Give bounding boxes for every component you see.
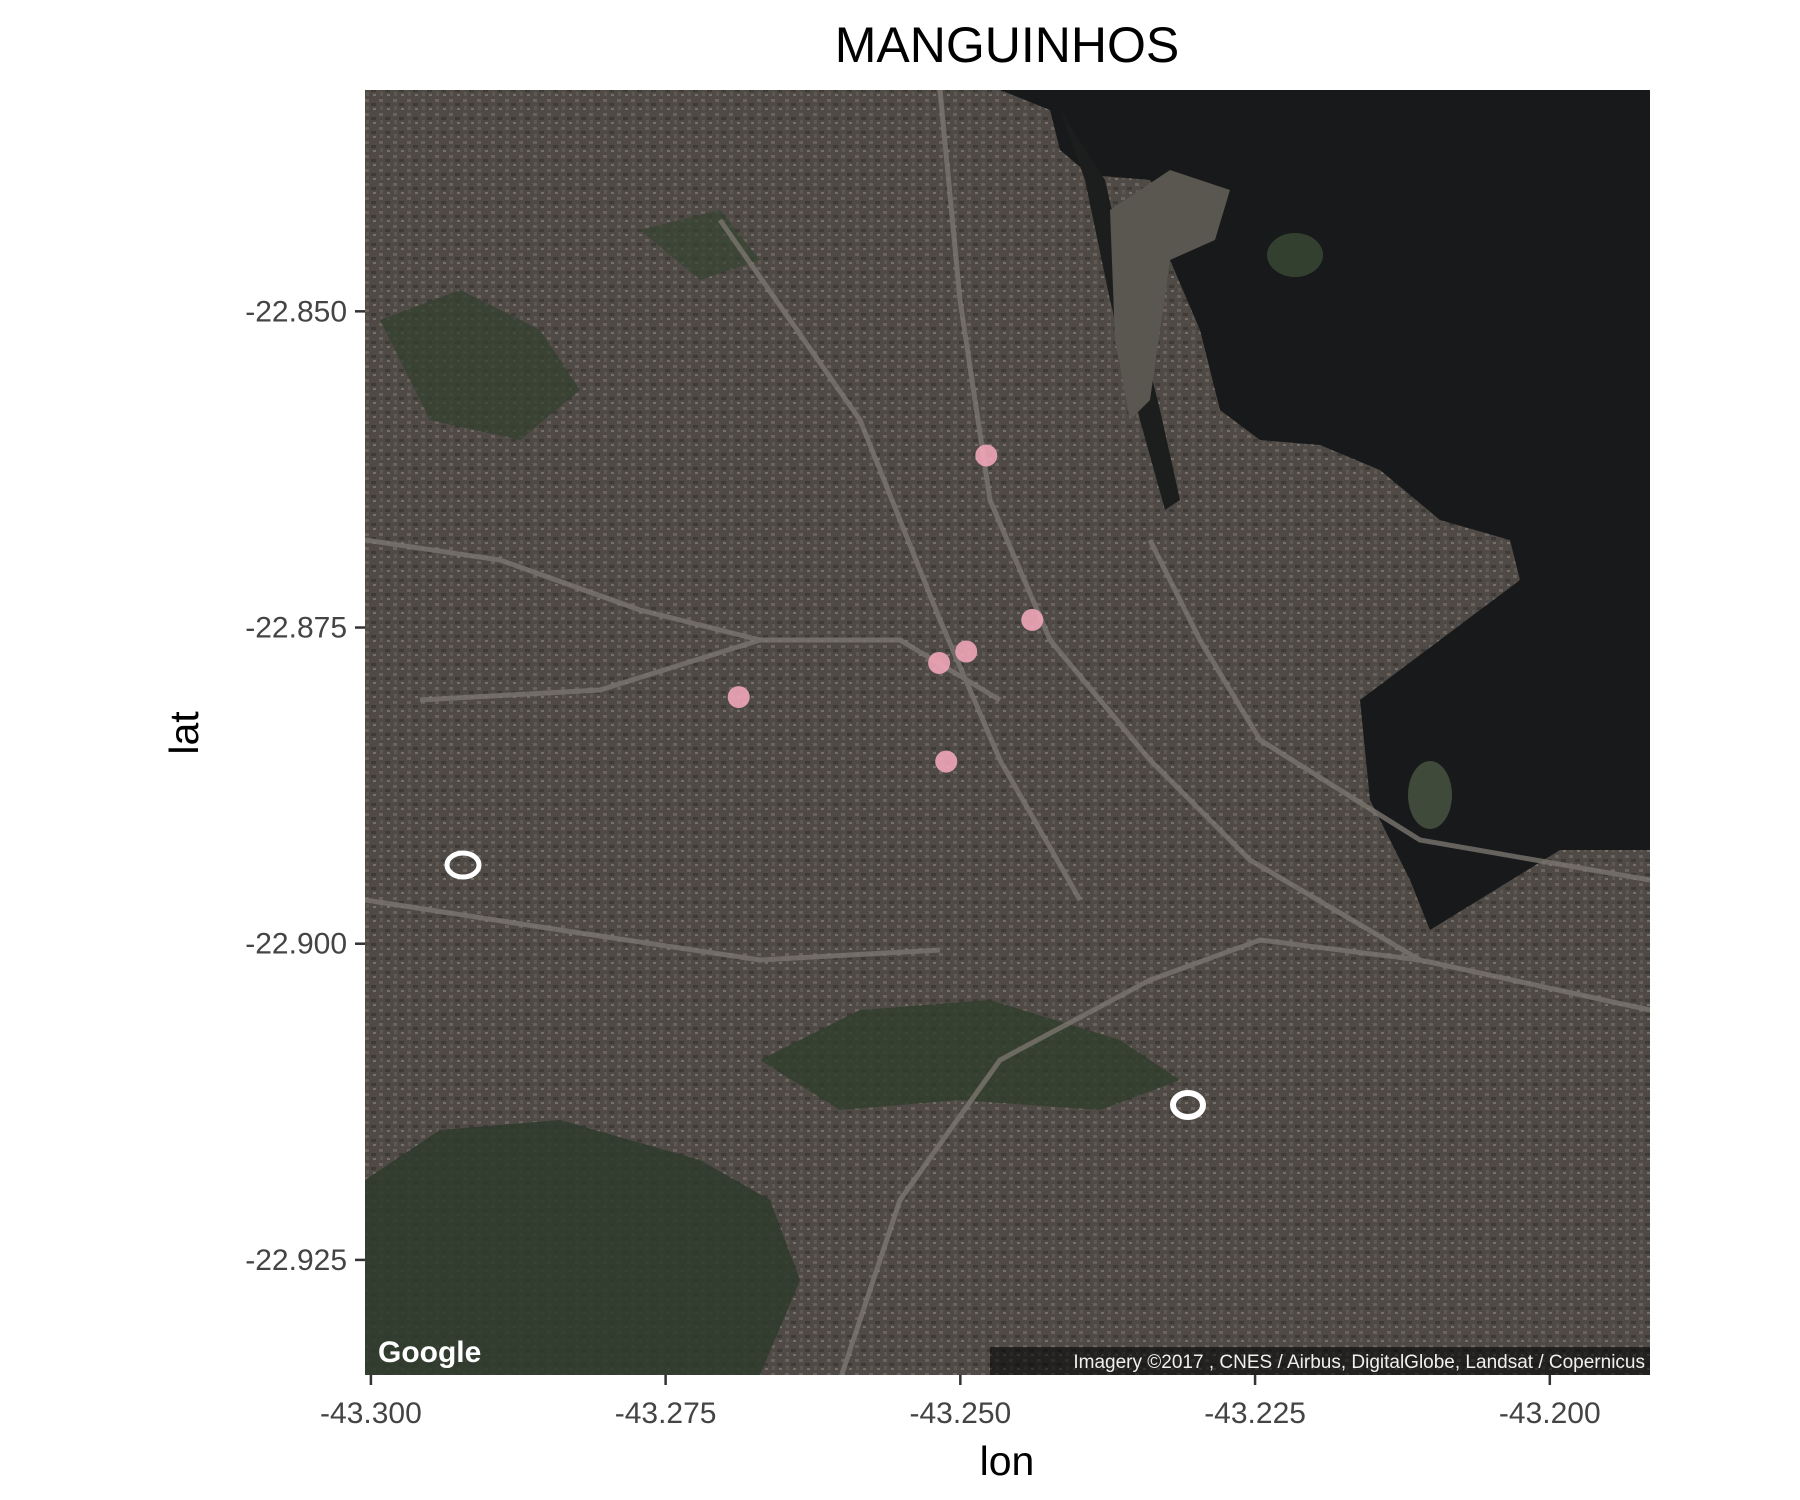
bay-water <box>1000 90 1650 930</box>
x-tick-label: -43.200 <box>1499 1397 1601 1430</box>
stadium-2 <box>1170 1090 1206 1120</box>
forest-hill <box>365 1120 800 1375</box>
y-tick-label: -22.925 <box>245 1244 347 1277</box>
peninsula <box>1110 170 1230 420</box>
svg-text:Imagery ©2017 , CNES / Airbus,: Imagery ©2017 , CNES / Airbus, DigitalGl… <box>1073 1352 1645 1373</box>
satellite-basemap <box>365 90 1650 1375</box>
forest-hill-4 <box>640 210 760 280</box>
road-network <box>365 90 1650 1375</box>
data-point <box>928 651 951 674</box>
svg-text:Google: Google <box>378 1336 481 1369</box>
x-tick-label: -43.275 <box>615 1397 717 1430</box>
data-point <box>955 640 978 663</box>
stadium-1 <box>444 850 482 880</box>
plot-title: MANGUINHOS <box>835 17 1179 73</box>
forest-hill-3 <box>380 290 580 440</box>
x-axis: -43.300 -43.275 -43.250 -43.225 -43.200 <box>320 1375 1601 1430</box>
google-logo: Google <box>378 1336 481 1369</box>
small-island-2 <box>1267 233 1323 277</box>
x-axis-title: lon <box>980 1438 1035 1484</box>
x-tick-label: -43.300 <box>320 1397 422 1430</box>
data-point <box>1021 608 1044 631</box>
data-point <box>935 750 958 773</box>
small-island <box>1408 761 1452 829</box>
y-tick-label: -22.850 <box>245 295 347 328</box>
x-tick-label: -43.225 <box>1204 1397 1306 1430</box>
y-axis: -22.850 -22.875 -22.900 -22.925 <box>245 295 365 1277</box>
y-tick-label: -22.875 <box>245 612 347 645</box>
y-axis-title: lat <box>161 711 207 755</box>
y-tick-label: -22.900 <box>245 928 347 961</box>
x-tick-label: -43.250 <box>909 1397 1011 1430</box>
attribution-box: Imagery ©2017 , CNES / Airbus, DigitalGl… <box>990 1347 1650 1375</box>
data-point <box>727 686 750 709</box>
data-points-layer <box>727 444 1044 773</box>
forest-hill-2 <box>760 1000 1180 1110</box>
data-point <box>975 444 998 467</box>
